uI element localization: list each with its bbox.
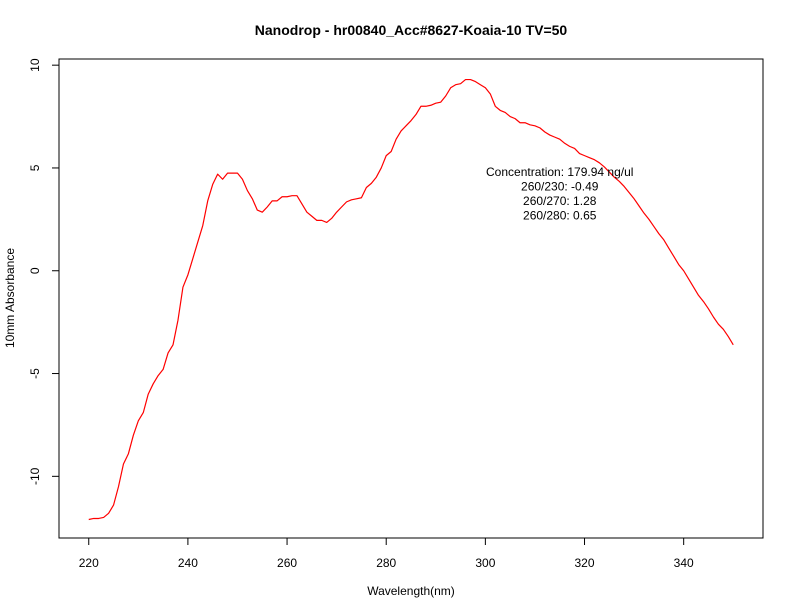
x-tick-label: 320 (575, 556, 595, 570)
y-tick-label: 10 (28, 58, 42, 72)
x-tick-label: 220 (79, 556, 99, 570)
x-tick-label: 240 (178, 556, 198, 570)
absorbance-series-line (88, 78, 734, 521)
y-tick-label: -5 (28, 368, 42, 379)
annotation-line: Concentration: 179.94 ng/ul (486, 165, 633, 179)
x-tick-label: 340 (674, 556, 694, 570)
x-tick-label: 280 (376, 556, 396, 570)
x-axis-label: Wavelength(nm) (367, 584, 455, 598)
annotation-line: 260/280: 0.65 (523, 209, 597, 223)
x-axis: 220 240 260 280 300 320 340 (79, 538, 694, 570)
annotation-line: 260/230: -0.49 (521, 180, 599, 194)
y-tick-label: 0 (28, 267, 42, 274)
y-axis: -10 -5 0 5 10 (28, 58, 59, 485)
y-axis-label: 10mm Absorbance (3, 248, 17, 348)
plot-frame (58, 58, 764, 539)
chart-title: Nanodrop - hr00840_Acc#8627-Koaia-10 TV=… (255, 22, 568, 38)
x-tick-label: 300 (475, 556, 495, 570)
y-tick-label: 5 (28, 164, 42, 171)
x-tick-label: 260 (277, 556, 297, 570)
y-tick-label: -10 (28, 467, 42, 485)
annotation-line: 260/270: 1.28 (523, 194, 597, 208)
